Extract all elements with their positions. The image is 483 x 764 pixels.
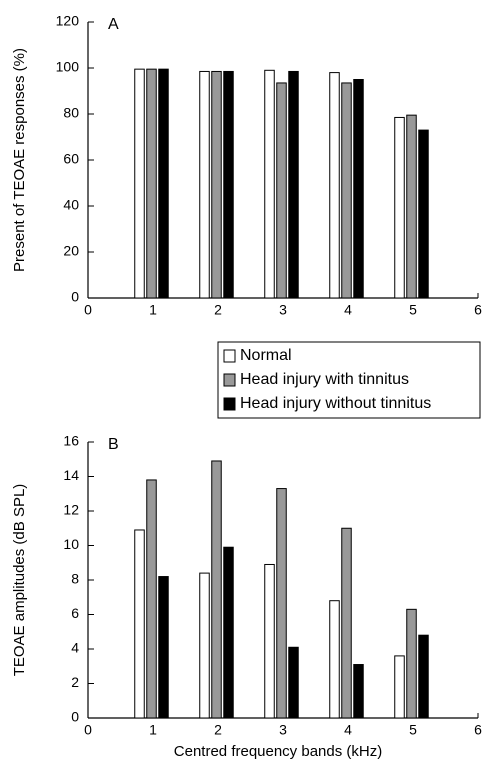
x-tick-label: 4 bbox=[344, 722, 352, 738]
bar bbox=[146, 479, 157, 719]
x-tick-label: 1 bbox=[149, 302, 157, 318]
bar bbox=[418, 129, 429, 299]
y-tick-label: 0 bbox=[71, 289, 79, 305]
bar bbox=[394, 116, 405, 299]
y-tick-label: 12 bbox=[63, 502, 79, 518]
bar bbox=[264, 563, 275, 719]
x-tick-label: 2 bbox=[214, 722, 222, 738]
x-tick-label: 5 bbox=[409, 722, 417, 738]
bar bbox=[158, 68, 169, 299]
y-tick-label: 6 bbox=[71, 605, 79, 621]
bar bbox=[341, 527, 352, 719]
bar bbox=[329, 600, 340, 719]
bar bbox=[146, 68, 157, 299]
bar bbox=[341, 82, 352, 299]
bar bbox=[406, 608, 417, 719]
x-tick-label: 0 bbox=[84, 722, 92, 738]
bar bbox=[134, 68, 145, 299]
bar bbox=[276, 488, 287, 719]
x-tick-label: 3 bbox=[279, 722, 287, 738]
bar bbox=[418, 634, 429, 719]
x-tick-label: 6 bbox=[474, 722, 482, 738]
legend-box bbox=[217, 341, 481, 419]
bar bbox=[394, 655, 405, 719]
bar bbox=[329, 72, 340, 299]
y-tick-label: 0 bbox=[71, 709, 79, 725]
y-tick-label: 2 bbox=[71, 674, 79, 690]
bar bbox=[264, 69, 275, 299]
bar bbox=[199, 70, 210, 299]
panel-label: B bbox=[108, 436, 119, 453]
legend-label: Head injury with tinnitus bbox=[240, 371, 409, 388]
legend-label: Normal bbox=[240, 347, 292, 364]
x-tick-label: 4 bbox=[344, 302, 352, 318]
bar bbox=[288, 646, 299, 719]
legend-swatch bbox=[223, 349, 236, 363]
x-axis-label: Centred frequency bands (kHz) bbox=[174, 743, 382, 760]
x-tick-label: 2 bbox=[214, 302, 222, 318]
y-tick-label: 4 bbox=[71, 640, 79, 656]
bar bbox=[288, 70, 299, 299]
y-axis-label: Present of TEOAE responses (%) bbox=[11, 48, 28, 272]
y-tick-label: 40 bbox=[63, 197, 79, 213]
y-tick-label: 10 bbox=[63, 536, 79, 552]
y-tick-label: 16 bbox=[63, 433, 79, 449]
bar bbox=[223, 546, 234, 719]
bar bbox=[276, 82, 287, 299]
bar bbox=[158, 576, 169, 719]
x-tick-label: 0 bbox=[84, 302, 92, 318]
bar bbox=[134, 529, 145, 719]
y-axis-label: TEOAE amplitudes (dB SPL) bbox=[11, 484, 28, 677]
x-tick-label: 1 bbox=[149, 722, 157, 738]
x-tick-label: 3 bbox=[279, 302, 287, 318]
panel-label: A bbox=[108, 16, 119, 33]
legend-label: Head injury without tinnitus bbox=[240, 395, 431, 412]
legend-swatch bbox=[223, 373, 236, 387]
bar bbox=[406, 114, 417, 299]
y-tick-label: 120 bbox=[56, 13, 80, 29]
bar bbox=[199, 572, 210, 719]
x-tick-label: 5 bbox=[409, 302, 417, 318]
y-tick-label: 100 bbox=[56, 59, 80, 75]
y-tick-label: 14 bbox=[63, 467, 79, 483]
x-tick-label: 6 bbox=[474, 302, 482, 318]
bar bbox=[353, 79, 364, 299]
bar bbox=[353, 664, 364, 719]
bar bbox=[211, 460, 222, 719]
y-tick-label: 60 bbox=[63, 151, 79, 167]
bar bbox=[223, 70, 234, 299]
y-tick-label: 8 bbox=[71, 571, 79, 587]
bar bbox=[211, 70, 222, 299]
legend-swatch bbox=[223, 397, 236, 411]
y-tick-label: 20 bbox=[63, 243, 79, 259]
y-tick-label: 80 bbox=[63, 105, 79, 121]
